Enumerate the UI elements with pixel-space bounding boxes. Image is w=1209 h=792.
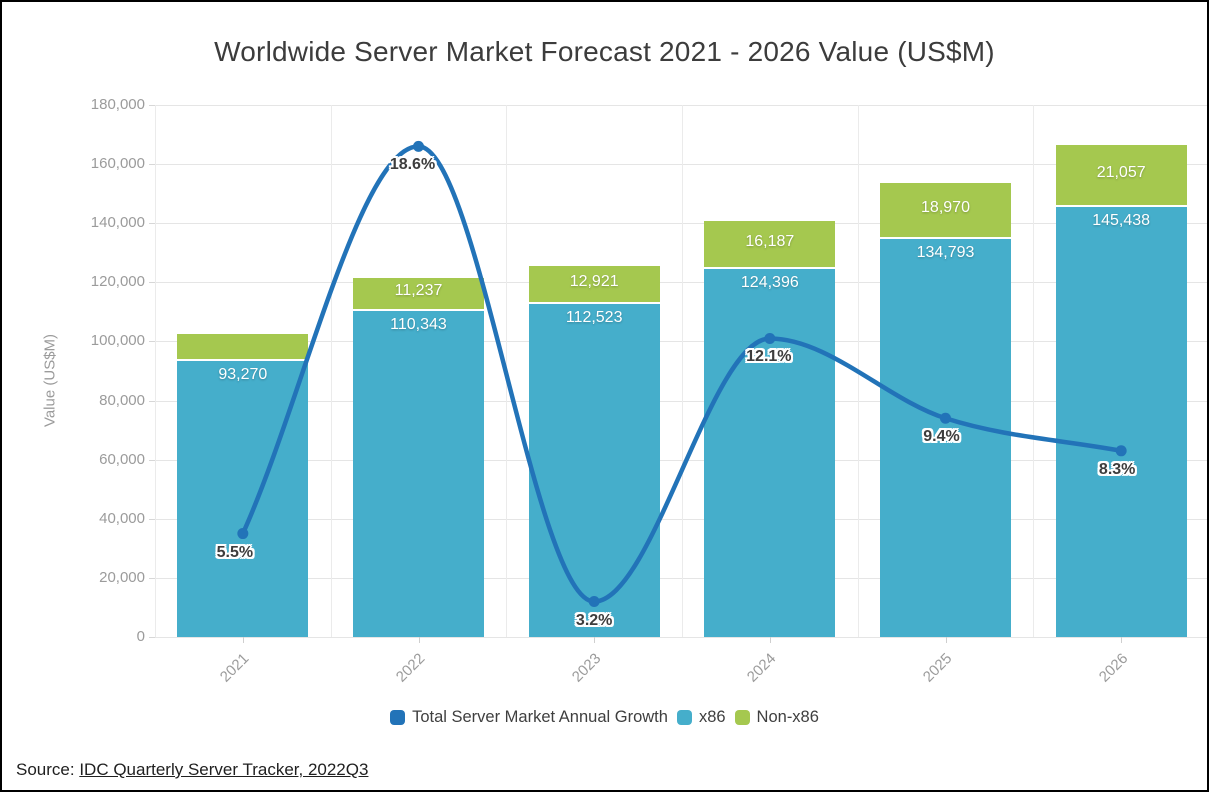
growth-value-label: 12.1% [746,348,792,366]
source-prefix: Source: [16,760,75,779]
gridline-vertical [1033,105,1035,637]
y-axis-tick-mark [149,105,155,106]
y-axis-tick-mark [149,164,155,166]
bar-segment-x86 [528,304,660,637]
y-axis-tick-label: 40,000 [99,509,145,527]
bar-value-label-non-x86: 12,921 [569,273,619,291]
growth-value-label: 18.6% [389,156,436,174]
x-axis-tick-text: 2025 [919,650,956,686]
growth-value-label: 3.2% [575,611,613,629]
y-axis-tick-label: 120,000 [90,273,145,291]
x-axis-tick-mark [418,637,420,643]
y-axis-tick-label: 180,000 [90,96,145,113]
y-axis-tick-mark [149,341,155,343]
legend-label: Non-x86 [756,708,819,726]
gridline-horizontal [155,459,1207,461]
bar-value-label-non-x86: 21,057 [1096,164,1146,182]
legend: Total Server Market Annual Growth x86 Non-… [2,708,1207,727]
x-axis-tick-mark [945,637,947,643]
x-axis-tick-text: 2023 [568,650,605,686]
gridline-horizontal [155,518,1207,520]
y-axis-tick-mark [149,577,155,579]
source-link[interactable]: IDC Quarterly Server Tracker, 2022Q3 [79,760,369,779]
legend-swatch-icon [676,710,692,725]
x-axis-tick-text: 2026 [1095,650,1132,686]
bar-segment-x86 [1055,207,1187,637]
bar-value-label-x86: 124,396 [740,274,799,292]
bar-value-label-non-x86: 11,237 [394,282,443,300]
x-axis-tick-text: 2021 [217,650,253,686]
growth-value-label: 5.5% [216,543,254,561]
y-axis-tick-label: 60,000 [99,450,145,468]
y-axis-tick-label: 0 [136,628,145,645]
growth-value-label: 8.3% [1098,460,1136,478]
gridline-horizontal [155,105,1207,106]
y-axis-title: Value (US$M) [41,333,59,428]
growth-value-label: 9.4% [923,428,960,446]
x-axis-tick-text: 2024 [744,650,780,686]
y-axis-tick-mark [149,637,155,638]
y-axis-tick-label: 80,000 [99,391,145,409]
gridline-vertical [506,105,508,637]
gridline-horizontal [155,223,1207,225]
growth-point-marker [413,140,424,152]
gridline-vertical [857,105,859,637]
legend-item: x86 [676,708,726,727]
legend-label: x86 [698,708,726,726]
bar-segment-x86 [177,361,309,637]
y-axis-tick-label: 160,000 [90,155,145,173]
y-axis-tick-mark [149,223,155,225]
bar-segment-non-x86 [177,334,309,362]
source-line: Source: IDC Quarterly Server Tracker, 20… [16,760,368,780]
x-axis-tick-mark [594,637,596,643]
y-axis-tick-label: 140,000 [90,214,145,232]
x-axis-tick-mark [242,637,244,643]
legend-item: Non-x86 [734,708,819,727]
bar-value-label-x86: 110,343 [390,315,447,333]
x-axis-tick-mark [769,637,771,643]
bar-value-label-x86: 134,793 [916,243,975,261]
gridline-horizontal [155,637,1207,638]
bar-value-label-x86: 112,523 [565,309,623,327]
y-axis-tick-mark [149,282,155,284]
gridline-vertical [682,105,683,637]
legend-swatch-icon [390,710,406,725]
y-axis-tick-label: 20,000 [99,568,145,586]
chart-title: Worldwide Server Market Forecast 2021 - … [214,36,995,67]
bar-value-label-non-x86: 18,970 [921,198,970,216]
legend-item: Total Server Market Annual Growth [390,708,668,727]
gridline-vertical [155,105,156,637]
x-axis-tick-text: 2022 [392,650,429,686]
y-axis-tick-mark [149,518,155,520]
bar-value-label-non-x86: 16,187 [745,233,795,251]
x-axis-tick-mark [1121,637,1123,643]
gridline-vertical [330,105,332,637]
y-axis-tick-mark [149,459,155,461]
bar-segment-x86 [353,310,484,637]
legend-label: Total Server Market Annual Growth [412,708,668,726]
gridline-horizontal [155,282,1207,284]
gridline-horizontal [155,341,1207,343]
y-axis-tick-mark [149,400,155,402]
legend-swatch-icon [734,710,750,725]
gridline-horizontal [155,400,1207,402]
y-axis-tick-label: 100,000 [90,332,145,350]
bar-value-label-x86: 93,270 [218,366,268,384]
gridline-horizontal [155,164,1207,166]
bar-value-label-x86: 145,438 [1092,212,1151,230]
bar-segment-x86 [704,269,836,637]
gridline-horizontal [155,577,1207,579]
